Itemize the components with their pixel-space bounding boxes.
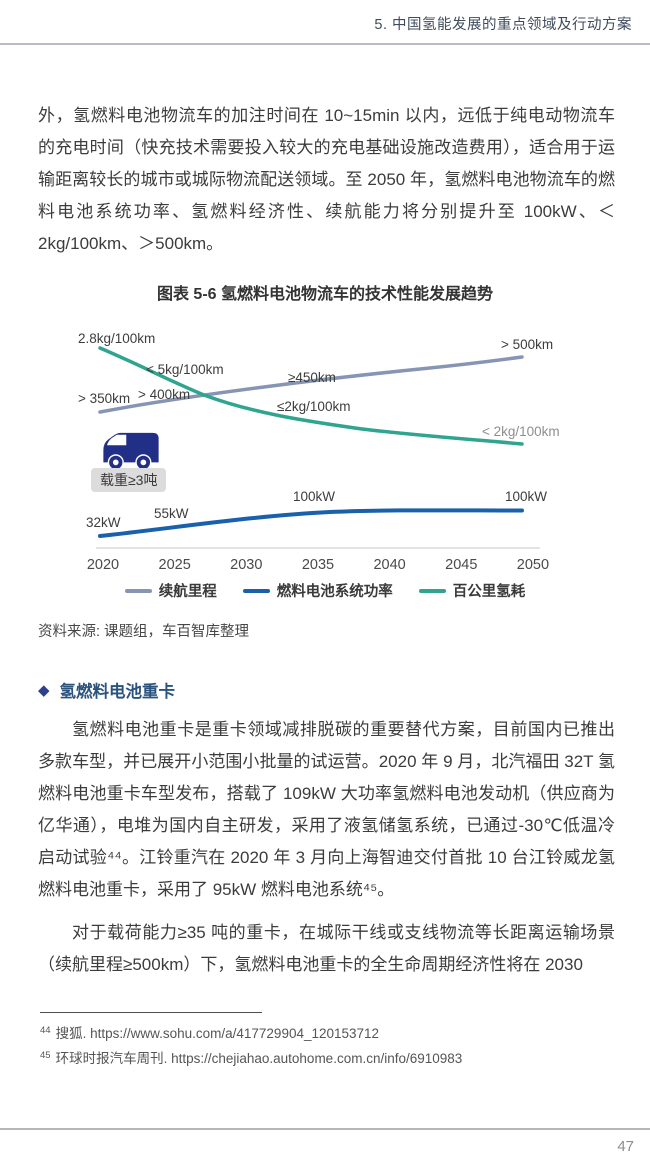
- legend-item-power: 燃料电池系统功率: [242, 580, 393, 601]
- legend-swatch-power-icon: [242, 588, 270, 593]
- footnote-45-marker: 45: [40, 1049, 51, 1061]
- chart-canvas: [96, 346, 540, 549]
- diamond-bullet-icon: ◆: [38, 681, 50, 699]
- data-label-power-2035: 100kW: [293, 489, 336, 504]
- source-note: 资料来源: 课题组，车百智库整理: [38, 624, 250, 640]
- load-capacity-badge: 载重≥3吨: [91, 468, 167, 492]
- x-tick-2040: 2040: [373, 557, 406, 573]
- power-line: [98, 508, 524, 538]
- data-label-hydrogen-2025: < 5kg/100km: [146, 362, 224, 377]
- x-tick-2045: 2045: [445, 557, 478, 573]
- footnote-44-text: 搜狐. https://www.sohu.com/a/417729904_120…: [55, 1026, 380, 1041]
- legend-label-hydrogen: 百公里氢耗: [452, 584, 526, 600]
- x-tick-2035: 2035: [301, 557, 335, 573]
- line-chart: 2.8kg/100km < 5kg/100km ≤2kg/100km < 2kg…: [0, 318, 650, 608]
- x-tick-2030: 2030: [230, 557, 263, 573]
- data-label-power-2020: 32kW: [86, 515, 121, 530]
- truck-rear-hub: [140, 459, 147, 466]
- footer-divider: [0, 1128, 650, 1130]
- legend-swatch-range-icon: [124, 588, 152, 593]
- footnote-divider: [40, 1012, 262, 1013]
- footnote-45: 45 环球时报汽车周刊. https://chejiahao.autohome.c…: [40, 1047, 462, 1067]
- legend-item-hydrogen: 百公里氢耗: [418, 580, 526, 601]
- legend-label-range: 续航里程: [158, 584, 217, 600]
- x-tick-2050: 2050: [516, 557, 550, 573]
- truck-front-hub: [112, 459, 119, 466]
- chart-legend: 续航里程 燃料电池系统功率 百公里氢耗: [0, 580, 650, 601]
- data-label-power-2050: 100kW: [505, 489, 548, 504]
- legend-item-range: 续航里程: [124, 580, 217, 601]
- figure-title: 图表 5-6 氢燃料电池物流车的技术性能发展趋势: [156, 286, 494, 303]
- hydrogen-consumption-line: [98, 346, 524, 446]
- data-label-hydrogen-2020: 2.8kg/100km: [78, 331, 156, 346]
- footnote-45-text: 环球时报汽车周刊. https://chejiahao.autohome.com…: [55, 1051, 463, 1066]
- data-label-range-2026: > 400km: [138, 387, 191, 402]
- legend-swatch-hydrogen-icon: [418, 588, 446, 593]
- data-label-range-2050: > 500km: [501, 337, 554, 352]
- data-label-hydrogen-2050: < 2kg/100km: [482, 424, 560, 439]
- data-label-range-2020: > 350km: [78, 391, 131, 406]
- paragraph-heavy-truck: 氢燃料电池重卡是重卡领域减排脱碳的重要替代方案，目前国内已推出多款车型，并已展开…: [38, 720, 615, 899]
- running-header: 5. 中国氢能发展的重点领域及行动方案: [374, 17, 632, 33]
- section-heading: ◆ 氢燃料电池重卡: [38, 678, 175, 702]
- legend-label-power: 燃料电池系统功率: [276, 584, 393, 600]
- data-label-range-2035: ≥450km: [288, 370, 336, 385]
- header-divider: [0, 43, 650, 45]
- paragraph-logistics: 外，氢燃料电池物流车的加注时间在 10~15min 以内，远低于纯电动物流车的充…: [38, 106, 615, 253]
- x-tick-2025: 2025: [158, 557, 191, 573]
- footnote-44: 44 搜狐. https://www.sohu.com/a/417729904_1…: [40, 1022, 379, 1042]
- x-axis-ticks: 2020 2025 2030 2035 2040 2045 2050: [84, 557, 552, 573]
- paragraph-economics: 对于载荷能力≥35 吨的重卡，在城际干线或支线物流等长距离运输场景（续航里程≥5…: [38, 923, 615, 974]
- truck-icon: [103, 432, 159, 470]
- footnote-44-marker: 44: [40, 1024, 51, 1036]
- section-heading-text: 氢燃料电池重卡: [59, 683, 176, 701]
- data-label-hydrogen-2035: ≤2kg/100km: [277, 399, 351, 414]
- page-number: 47: [617, 1138, 634, 1155]
- truck-window: [107, 434, 127, 446]
- range-line: [98, 355, 524, 414]
- x-tick-2020: 2020: [86, 557, 120, 573]
- data-label-power-2024: 55kW: [154, 506, 189, 521]
